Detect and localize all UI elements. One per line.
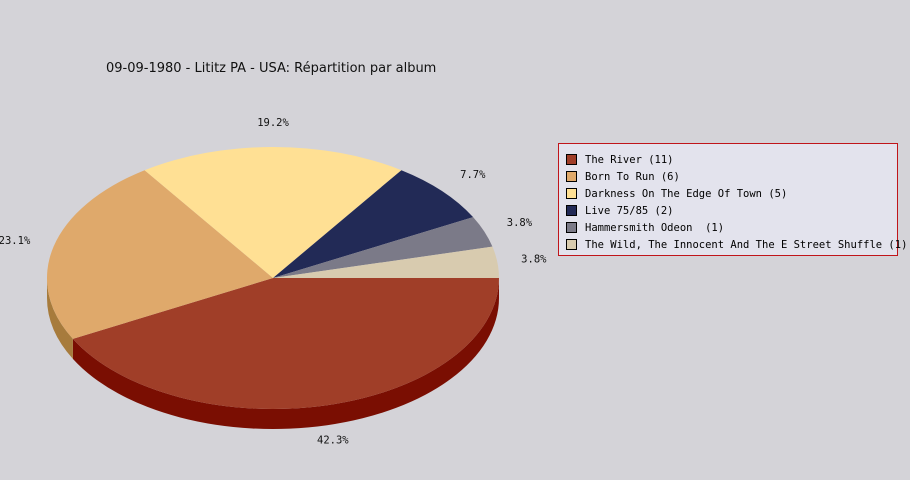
legend-swatch-1 [566,171,577,182]
legend-label-1: Born To Run (6) [585,170,680,183]
legend-label-5: The Wild, The Innocent And The E Street … [585,238,908,251]
legend-swatch-3 [566,205,577,216]
legend-item-0: The River (11) [566,151,897,168]
legend-swatch-0 [566,154,577,165]
pie-slice-4 [273,217,493,278]
legend-item-5: The Wild, The Innocent And The E Street … [566,236,907,253]
pie-slice-side-1 [47,278,73,359]
legend-label-2: Darkness On The Edge Of Town (5) [585,187,788,200]
pie-percent-label-4: 3.8% [507,217,533,229]
pie-sides [47,278,500,430]
legend-item-2: Darkness On The Edge Of Town (5) [566,185,897,202]
legend-swatch-4 [566,222,577,233]
pie-percent-label-0: 42.3% [317,434,349,446]
pie-percent-label-2: 19.2% [257,117,289,129]
pie-slice-2 [144,147,402,278]
pie-labels: 42.3% 23.1% 19.2% 7.7% 3.8% 3.8% [0,117,547,446]
pie-slice-5 [273,246,499,278]
legend-item-4: Hammersmith Odeon (1) [566,219,897,236]
legend-label-3: Live 75/85 (2) [585,204,674,217]
pie-percent-label-1: 23.1% [0,235,31,247]
pie-percent-label-5: 3.8% [521,253,547,265]
pie-slice-side-0 [72,278,500,430]
pie-percent-label-3: 7.7% [460,169,486,181]
legend-item-1: Born To Run (6) [566,168,897,185]
pie-slice-0 [72,278,500,409]
chart-title: 09-09-1980 - Lititz PA - USA: Répartitio… [106,61,437,76]
legend-label-4: Hammersmith Odeon (1) [585,221,725,234]
pie-tops [47,147,500,409]
legend-item-3: Live 75/85 (2) [566,202,897,219]
legend: The River (11) Born To Run (6) Darkness On… [558,143,907,256]
legend-label-0: The River (11) [585,153,674,166]
legend-swatch-2 [566,188,577,199]
legend-swatch-5 [566,239,577,250]
pie-slice-3 [273,170,474,278]
pie-slice-1 [47,170,274,339]
